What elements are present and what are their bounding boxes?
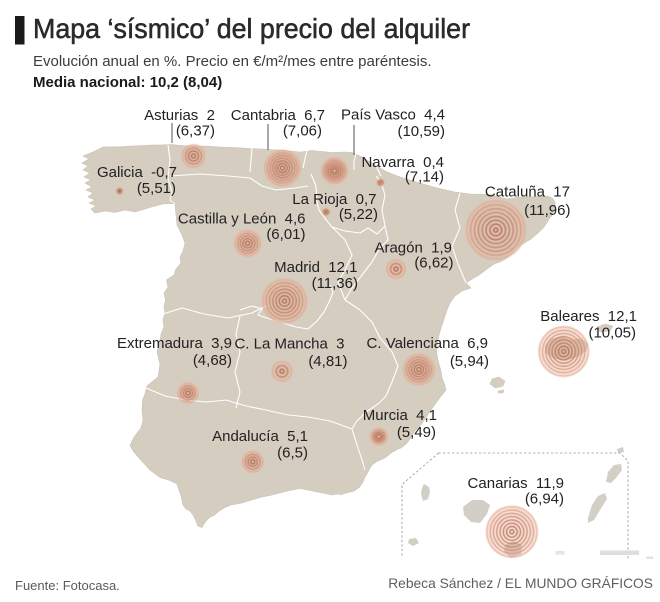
svg-text:(6,94): (6,94) bbox=[525, 491, 564, 508]
svg-text:Andalucía 5,1: Andalucía 5,1 bbox=[212, 428, 308, 445]
svg-text:(4,81): (4,81) bbox=[308, 353, 347, 370]
svg-text:(7,06): (7,06) bbox=[283, 123, 322, 140]
svg-text:(5,49): (5,49) bbox=[397, 424, 436, 441]
svg-text:Media nacional: 10,2 (8,04): Media nacional: 10,2 (8,04) bbox=[33, 74, 222, 91]
svg-text:Mapa ‘sísmico’ del precio del: Mapa ‘sísmico’ del precio del alquiler bbox=[33, 12, 470, 44]
svg-text:(4,68): (4,68) bbox=[193, 352, 232, 369]
svg-text:Fuente: Fotocasa.: Fuente: Fotocasa. bbox=[15, 578, 120, 593]
svg-text:La Rioja 0,7: La Rioja 0,7 bbox=[292, 191, 376, 208]
svg-text:Navarra 0,4: Navarra 0,4 bbox=[361, 154, 444, 171]
svg-text:Rebeca Sánchez / EL MUNDO GRÁF: Rebeca Sánchez / EL MUNDO GRÁFICOS bbox=[388, 575, 653, 591]
svg-text:Aragón 1,9: Aragón 1,9 bbox=[374, 240, 452, 257]
svg-text:C. Valenciana 6,9: C. Valenciana 6,9 bbox=[367, 335, 488, 352]
svg-text:(6,37): (6,37) bbox=[176, 123, 215, 140]
svg-text:(5,51): (5,51) bbox=[137, 180, 176, 197]
svg-text:Extremadura 3,9: Extremadura 3,9 bbox=[117, 335, 232, 352]
svg-text:(10,59): (10,59) bbox=[397, 123, 445, 140]
svg-text:Madrid 12,1: Madrid 12,1 bbox=[274, 259, 357, 276]
svg-text:Evolución anual en %. Precio e: Evolución anual en %. Precio en €/m²/mes… bbox=[33, 53, 432, 70]
svg-text:País Vasco 4,4: País Vasco 4,4 bbox=[341, 107, 445, 124]
svg-text:(6,01): (6,01) bbox=[266, 226, 305, 243]
svg-text:(7,14): (7,14) bbox=[405, 169, 444, 186]
svg-text:(6,5): (6,5) bbox=[277, 445, 308, 462]
svg-text:Galicia -0,7: Galicia -0,7 bbox=[97, 164, 177, 181]
svg-text:(5,94): (5,94) bbox=[450, 353, 489, 370]
svg-text:C. La Mancha 3: C. La Mancha 3 bbox=[234, 336, 344, 353]
svg-text:Cantabria 6,7: Cantabria 6,7 bbox=[231, 107, 325, 124]
svg-text:(6,62): (6,62) bbox=[414, 255, 453, 272]
svg-text:(5,22): (5,22) bbox=[339, 206, 378, 223]
svg-text:Baleares 12,1: Baleares 12,1 bbox=[540, 308, 637, 325]
svg-text:(11,96): (11,96) bbox=[524, 202, 570, 219]
svg-text:Cataluña 17: Cataluña 17 bbox=[485, 184, 570, 201]
svg-text:Asturias 2: Asturias 2 bbox=[144, 107, 215, 124]
svg-text:(11,36): (11,36) bbox=[312, 275, 358, 292]
svg-text:Canarias 11,9: Canarias 11,9 bbox=[468, 475, 564, 492]
svg-text:Castilla y León 4,6: Castilla y León 4,6 bbox=[178, 211, 306, 228]
svg-text:Murcia 4,1: Murcia 4,1 bbox=[363, 407, 437, 424]
svg-text:(10,05): (10,05) bbox=[588, 325, 636, 342]
